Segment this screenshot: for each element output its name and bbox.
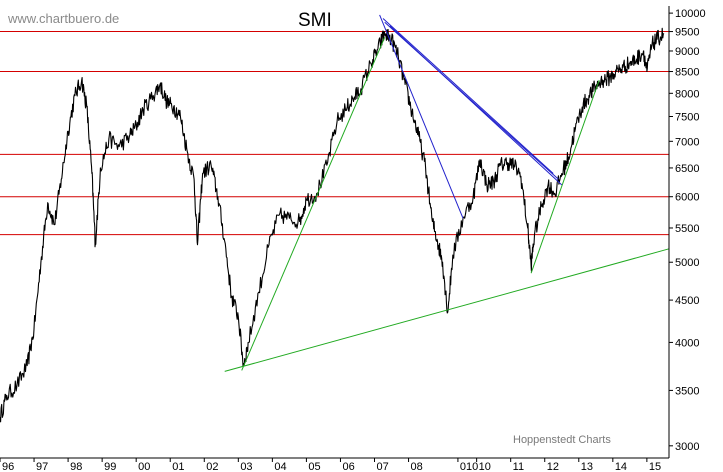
x-tick-label-08: 08 [411, 461, 423, 472]
trendlines-layer [224, 14, 670, 372]
x-tick-label-11: 11 [513, 461, 524, 472]
y-tick-label-5000: 5000 [675, 257, 699, 269]
watermark: www.chartbuero.de [7, 11, 119, 26]
x-tick-label-07: 07 [377, 461, 389, 472]
green-trendline-1 [241, 37, 386, 371]
y-tick-label-10000: 10000 [675, 8, 706, 20]
x-tick-label-10: 10 [479, 461, 491, 472]
x-tick-label-010: 010 [460, 461, 478, 472]
x-tick-label-05: 05 [308, 461, 320, 472]
x-tick-label-15: 15 [649, 461, 661, 472]
x-tick-label-96: 96 [2, 461, 14, 472]
y-tick-label-3000: 3000 [675, 441, 699, 453]
x-tick-label-98: 98 [70, 461, 82, 472]
y-tick-label-6500: 6500 [675, 163, 699, 175]
y-tick-label-4000: 4000 [675, 337, 699, 349]
x-tick-label-13: 13 [581, 461, 593, 472]
y-tick-label-8500: 8500 [675, 67, 699, 79]
y-tick-label-9000: 9000 [675, 46, 699, 58]
y-tick-label-7500: 7500 [675, 112, 699, 124]
axes-layer: 10000 9500 9000 8500 8000 7500 7000 6500 6000 550… [0, 6, 706, 472]
x-tick-label-02: 02 [206, 461, 218, 472]
x-tick-label-01: 01 [172, 461, 184, 472]
green-trendline-0 [224, 248, 670, 372]
blue-trendline-6 [389, 25, 563, 186]
x-tick-label-14: 14 [615, 461, 627, 472]
x-tick-label-00: 00 [138, 461, 150, 472]
x-tick-label-06: 06 [342, 461, 354, 472]
x-tick-label-99: 99 [104, 461, 116, 472]
x-tick-label-12: 12 [547, 461, 559, 472]
y-tick-label-8000: 8000 [675, 88, 699, 100]
blue-trendline-3 [379, 14, 464, 219]
x-tick-label-04: 04 [274, 461, 286, 472]
y-tick-label-9500: 9500 [675, 27, 699, 39]
y-tick-label-5500: 5500 [675, 223, 699, 235]
y-tick-label-4500: 4500 [675, 295, 699, 307]
smi-price-line [0, 27, 665, 423]
y-tick-label-6000: 6000 [675, 192, 699, 204]
x-tick-label-97: 97 [36, 461, 48, 472]
blue-trendline-4 [382, 18, 554, 174]
green-trendline-2 [530, 79, 600, 274]
x-tick-label-03: 03 [240, 461, 252, 472]
y-tick-label-3500: 3500 [675, 385, 699, 397]
chart-title: SMI [298, 10, 332, 31]
credit-label: Hoppenstedt Charts [513, 434, 611, 446]
series-layer [0, 27, 665, 423]
y-tick-label-7000: 7000 [675, 136, 699, 148]
